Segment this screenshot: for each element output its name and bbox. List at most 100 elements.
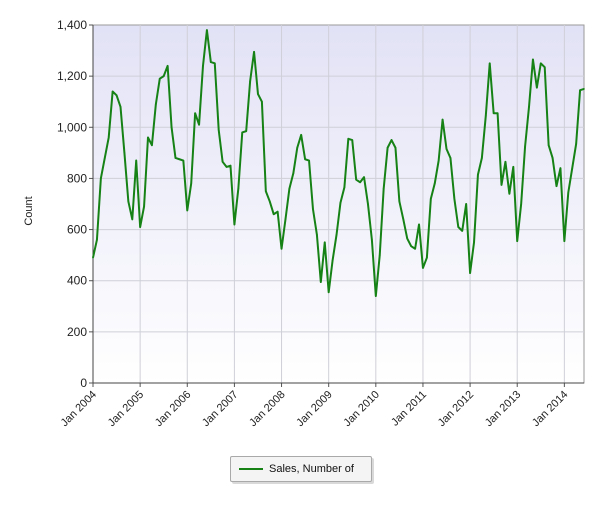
data-point — [539, 62, 542, 65]
data-point — [327, 291, 330, 294]
data-point — [567, 191, 570, 194]
data-point — [103, 157, 106, 159]
data-point — [194, 112, 196, 115]
x-tick-label: Jan 2014 — [530, 389, 570, 429]
data-point — [249, 80, 251, 83]
data-point — [453, 198, 456, 200]
y-tick-label: 400 — [67, 274, 87, 288]
y-axis-label: Count — [23, 196, 35, 225]
data-point — [449, 157, 452, 159]
data-point — [402, 218, 405, 221]
data-point — [375, 295, 377, 297]
data-point — [257, 93, 259, 95]
data-point — [237, 187, 240, 190]
x-tick-label: Jan 2008 — [247, 389, 287, 429]
x-tick-label: Jan 2010 — [341, 389, 381, 429]
data-point — [147, 136, 149, 139]
data-point — [410, 245, 412, 247]
data-point — [131, 218, 134, 221]
data-point — [386, 146, 389, 149]
data-point — [575, 143, 577, 145]
data-point — [217, 129, 220, 131]
data-point — [284, 218, 287, 221]
data-point — [563, 240, 566, 242]
data-point — [512, 166, 515, 168]
data-point — [481, 157, 483, 159]
data-point — [174, 157, 177, 159]
data-point — [496, 112, 499, 115]
data-point — [265, 190, 267, 193]
y-axis: 0 200 400 600 800 1,000 1,200 1,400 — [57, 18, 94, 390]
data-point — [143, 205, 145, 208]
data-point — [457, 226, 460, 228]
data-point — [96, 239, 98, 241]
data-point — [272, 213, 275, 216]
data-point — [500, 184, 503, 186]
data-point — [551, 157, 554, 159]
data-point — [178, 158, 181, 161]
y-tick-label: 1,400 — [57, 18, 87, 32]
data-point — [119, 106, 122, 108]
data-point — [135, 159, 138, 162]
data-point — [151, 144, 153, 146]
data-point — [583, 88, 585, 90]
vertical-gridlines — [139, 25, 565, 383]
data-point — [469, 272, 471, 274]
data-point — [465, 203, 467, 205]
data-point — [394, 146, 397, 149]
data-point — [312, 208, 314, 210]
data-point — [532, 58, 534, 61]
data-point — [190, 182, 192, 185]
data-point — [363, 176, 365, 178]
y-tick-label: 200 — [67, 325, 87, 339]
data-point — [371, 239, 373, 241]
data-point — [430, 198, 432, 200]
y-tick-label: 800 — [67, 171, 87, 185]
legend-swatch — [239, 468, 263, 470]
y-tick-label: 1,200 — [57, 69, 87, 83]
data-point — [516, 240, 519, 242]
data-point — [288, 187, 291, 190]
data-point — [359, 181, 361, 184]
data-point — [229, 164, 232, 167]
data-point — [508, 192, 511, 195]
data-point — [418, 223, 420, 226]
data-point — [473, 241, 475, 244]
data-point — [100, 177, 102, 180]
data-point — [296, 146, 299, 149]
data-point — [367, 203, 369, 205]
data-point — [492, 112, 495, 115]
data-point — [335, 233, 338, 236]
data-point — [186, 209, 189, 212]
data-point — [292, 172, 295, 175]
data-point — [316, 233, 318, 236]
data-point — [241, 131, 244, 134]
data-point — [433, 182, 436, 185]
y-tick-label: 1,000 — [57, 120, 87, 134]
data-point — [547, 144, 550, 146]
data-point — [355, 178, 357, 181]
data-point — [155, 103, 157, 106]
data-point — [414, 247, 416, 250]
data-point — [320, 281, 322, 283]
data-point — [339, 201, 342, 204]
data-point — [162, 75, 165, 77]
data-point — [559, 167, 562, 169]
data-point — [571, 167, 574, 169]
data-point — [308, 159, 310, 162]
data-point — [579, 89, 581, 92]
data-point — [92, 256, 94, 259]
data-point — [347, 137, 350, 140]
data-point — [210, 61, 212, 63]
data-point — [276, 210, 279, 213]
data-point — [524, 145, 526, 148]
x-tick-label: Jan 2005 — [106, 389, 146, 429]
series-layer — [92, 29, 585, 298]
x-tick-label: Jan 2011 — [389, 389, 429, 429]
data-point — [225, 166, 228, 168]
data-point — [261, 100, 263, 103]
x-tick-label: Jan 2007 — [200, 389, 240, 429]
y-tick-label: 600 — [67, 223, 87, 237]
data-point — [331, 259, 334, 262]
data-point — [536, 86, 538, 89]
